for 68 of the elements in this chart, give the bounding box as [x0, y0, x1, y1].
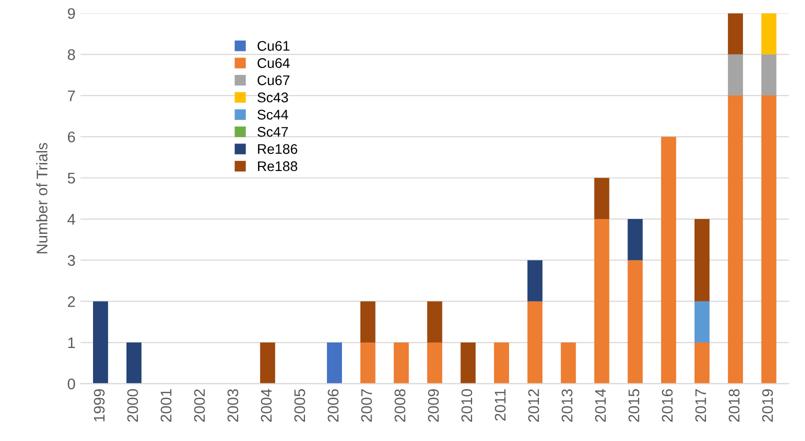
bar [326, 342, 342, 384]
x-tick-label: 1999 [94, 389, 105, 422]
x-tick-label: 2002 [194, 389, 205, 422]
bar [728, 96, 743, 384]
y-tick-label: 0 [68, 378, 76, 390]
y-tick-label: 1 [68, 338, 75, 348]
bar [494, 342, 510, 384]
bar [427, 301, 442, 343]
bar [628, 260, 643, 384]
bar [260, 342, 276, 384]
legend-label: Re186 [258, 144, 298, 154]
bar [427, 342, 442, 384]
bar [728, 13, 743, 54]
bar [694, 219, 710, 302]
bar [694, 301, 710, 343]
y-tick-label: 5 [68, 172, 75, 184]
bar [460, 342, 476, 384]
y-tick-label: 2 [68, 296, 75, 307]
bar [594, 178, 610, 220]
bar [93, 301, 108, 384]
x-tick-label: 2008 [394, 389, 406, 422]
x-tick-label: 2001 [160, 389, 172, 422]
y-axis-title: Number of Trials [36, 142, 48, 254]
x-tick-label: 2009 [428, 389, 439, 422]
x-tick-label: 2000 [127, 389, 138, 422]
bar [594, 219, 610, 384]
bar [761, 13, 776, 54]
y-tick-label: 6 [68, 132, 75, 142]
bar [126, 342, 142, 384]
bar [761, 54, 776, 96]
x-tick-label: 2007 [361, 389, 372, 422]
legend-label: Sc44 [258, 110, 288, 120]
bar [694, 342, 710, 384]
y-tick-label: 4 [67, 214, 76, 225]
bar [560, 342, 576, 384]
x-tick-label: 2011 [494, 389, 506, 421]
x-tick-label: 2004 [260, 388, 272, 422]
legend-label: Sc43 [258, 92, 288, 102]
bar [360, 301, 376, 343]
x-tick-label: 2017 [695, 389, 706, 422]
legend-label: Cu61 [258, 40, 290, 51]
x-tick-label: 2003 [227, 389, 238, 422]
bar [661, 136, 676, 384]
bar [628, 219, 643, 260]
x-tick-label: 2006 [328, 389, 339, 422]
bar [360, 342, 376, 384]
bar [728, 54, 743, 96]
x-tick-label: 2015 [628, 389, 640, 422]
y-tick-label: 9 [68, 8, 75, 19]
bar [394, 342, 409, 384]
x-tick-label: 2013 [562, 389, 572, 422]
legend-label: Sc47 [258, 126, 288, 137]
legend-label: Cu64 [258, 58, 290, 68]
x-tick-label: 2016 [662, 389, 673, 422]
legend-label: Re188 [258, 161, 298, 172]
x-tick-label: 2010 [461, 389, 472, 422]
legend-label: Cu67 [258, 75, 290, 86]
bar [527, 260, 542, 302]
x-tick-label: 2019 [762, 389, 773, 422]
x-tick-label: 2018 [728, 389, 740, 422]
y-tick-label: 3 [68, 255, 75, 266]
bar [527, 301, 542, 384]
x-tick-label: 2012 [528, 389, 540, 422]
bar [761, 96, 776, 384]
y-tick-label: 7 [68, 90, 75, 102]
x-tick-label: 2005 [294, 389, 306, 422]
x-tick-label: 2014 [595, 388, 606, 422]
y-tick-label: 8 [68, 49, 75, 60]
